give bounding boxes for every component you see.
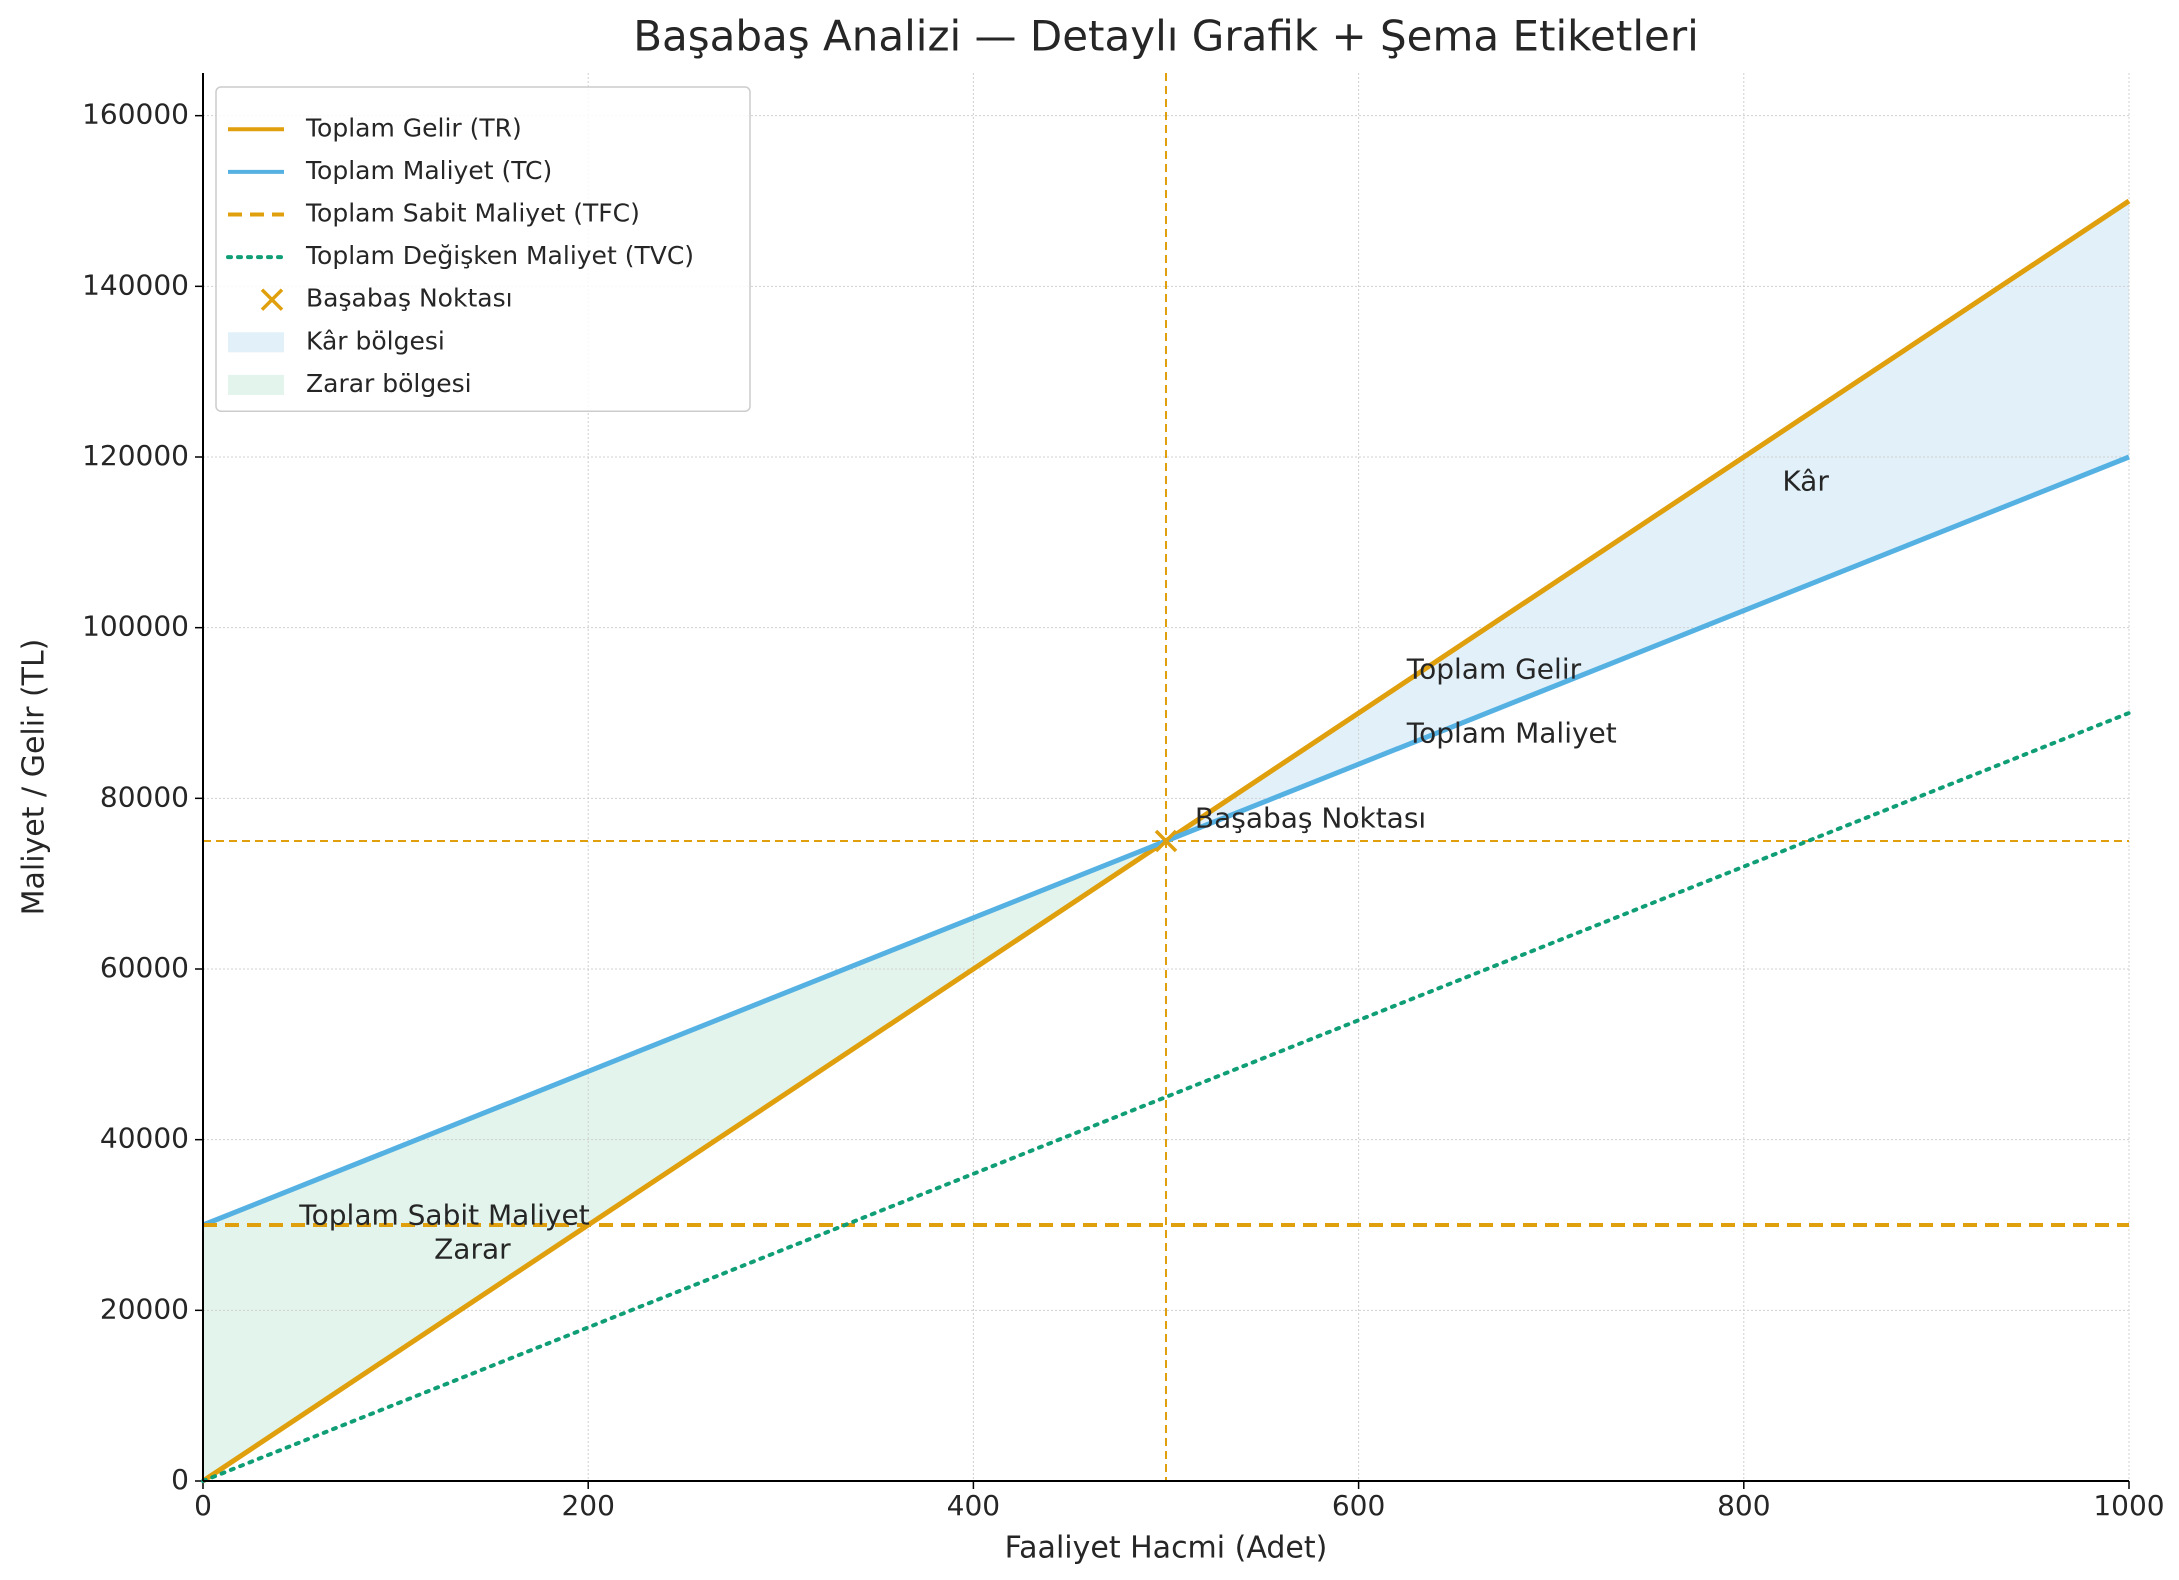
legend-label: Toplam Sabit Maliyet (TFC) xyxy=(305,199,640,228)
x-tick-label: 1000 xyxy=(2093,1489,2164,1522)
x-tick-label: 0 xyxy=(194,1489,212,1522)
annotation: Başabaş Noktası xyxy=(1195,802,1426,835)
chart-title: Başabaş Analizi — Detaylı Grafik + Şema … xyxy=(633,12,1699,61)
x-tick-label: 600 xyxy=(1332,1489,1385,1522)
legend-label: Zarar bölgesi xyxy=(306,369,472,398)
legend: Toplam Gelir (TR) Toplam Maliyet (TC) Topl… xyxy=(215,86,751,412)
marker-stroke xyxy=(1154,829,1178,853)
legend-label: Toplam Maliyet (TC) xyxy=(305,156,552,185)
legend-label: Toplam Gelir (TR) xyxy=(305,113,522,142)
y-axis-label: Maliyet / Gelir (TL) xyxy=(17,639,52,916)
legend-label: Başabaş Noktası xyxy=(306,284,513,313)
legend-label: Toplam Değişken Maliyet (TVC) xyxy=(305,241,694,270)
y-tick-label: 140000 xyxy=(82,268,189,301)
y-tick-label: 120000 xyxy=(82,439,189,472)
annotation: Kâr xyxy=(1782,465,1829,498)
x-tick-label: 800 xyxy=(1717,1489,1770,1522)
y-tick-label: 100000 xyxy=(82,610,189,643)
annotation: Toplam Gelir xyxy=(1406,652,1582,685)
x-tick-label: 200 xyxy=(561,1489,614,1522)
legend-swatch xyxy=(260,288,284,311)
legend-swatch xyxy=(228,374,284,395)
annotation: Toplam Sabit Maliyet xyxy=(298,1198,589,1231)
x-tick-label: 400 xyxy=(947,1489,1000,1522)
x-axis-label: Faaliyet Hacmi (Adet) xyxy=(1005,1531,1328,1566)
legend-swatch xyxy=(228,332,284,353)
y-tick-label: 0 xyxy=(171,1463,189,1496)
break-even-marker xyxy=(1154,829,1178,853)
y-tick-label: 60000 xyxy=(100,951,189,984)
annotation: Zarar xyxy=(434,1233,511,1266)
y-tick-label: 80000 xyxy=(100,780,189,813)
y-tick-label: 40000 xyxy=(100,1122,189,1155)
y-tick-label: 160000 xyxy=(82,98,189,131)
y-tick-label: 20000 xyxy=(100,1292,189,1325)
legend-label: Kâr bölgesi xyxy=(306,326,445,355)
annotation: Toplam Maliyet xyxy=(1406,716,1617,749)
legend-box xyxy=(215,86,751,412)
